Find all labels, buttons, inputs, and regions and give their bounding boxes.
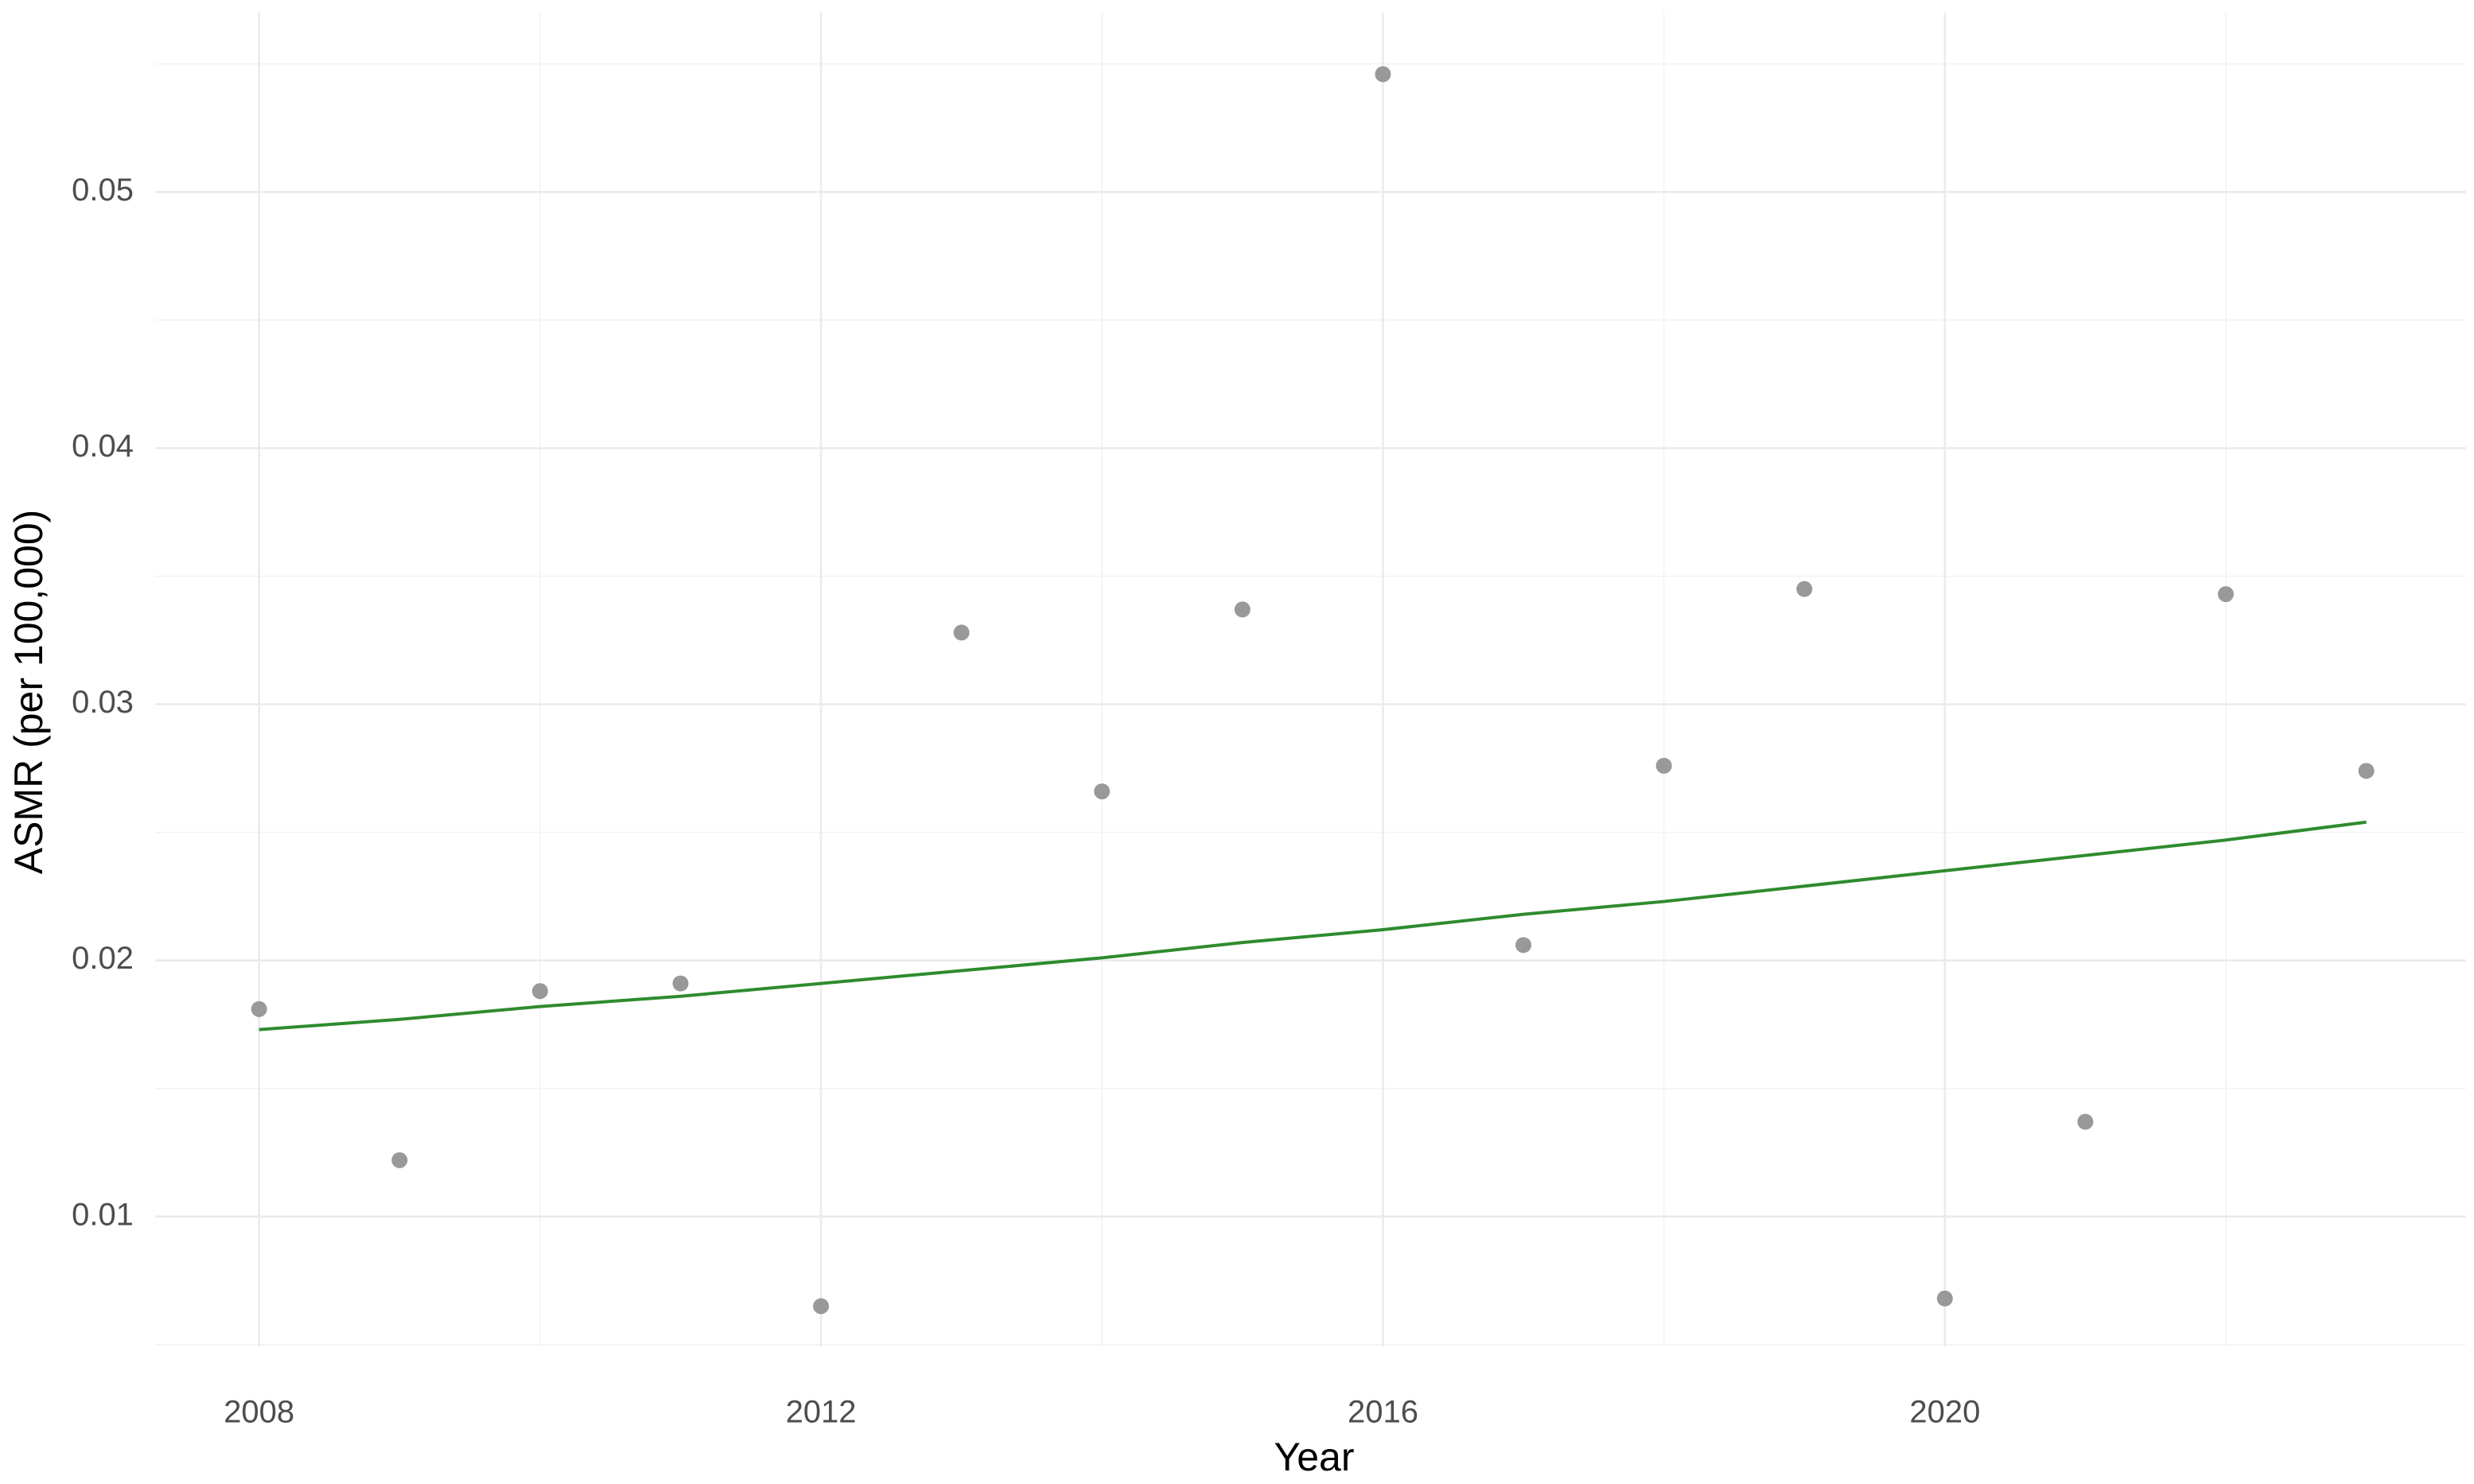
data-point [251,1000,267,1017]
data-point [1094,783,1111,800]
data-point [953,624,970,641]
y-tick-label: 0.01 [72,1197,134,1232]
y-tick-label: 0.04 [72,429,134,464]
data-point [1936,1290,1953,1307]
data-point [2358,763,2375,779]
data-point [531,983,548,1000]
y-tick-label: 0.05 [72,173,134,208]
trend-line [259,820,2367,1031]
data-point [1234,601,1251,618]
x-tick-label: 2012 [786,1395,857,1430]
data-point [391,1152,408,1168]
x-tick-label: 2008 [224,1395,294,1430]
x-tick-label: 2016 [1348,1395,1418,1430]
data-point [672,975,689,992]
data-point [813,1298,830,1315]
data-point [1375,66,1391,83]
data-point [2077,1113,2094,1130]
data-point [1655,757,1672,774]
y-tick-label: 0.02 [72,941,134,976]
x-tick-label: 2020 [1909,1395,1980,1430]
data-point [1515,937,1532,954]
data-point [1796,581,1813,597]
data-point [2218,586,2235,603]
x-axis-title: Year [1274,1435,1354,1479]
y-tick-label: 0.03 [72,685,134,720]
y-axis-title: ASMR (per 100,000) [6,510,51,875]
